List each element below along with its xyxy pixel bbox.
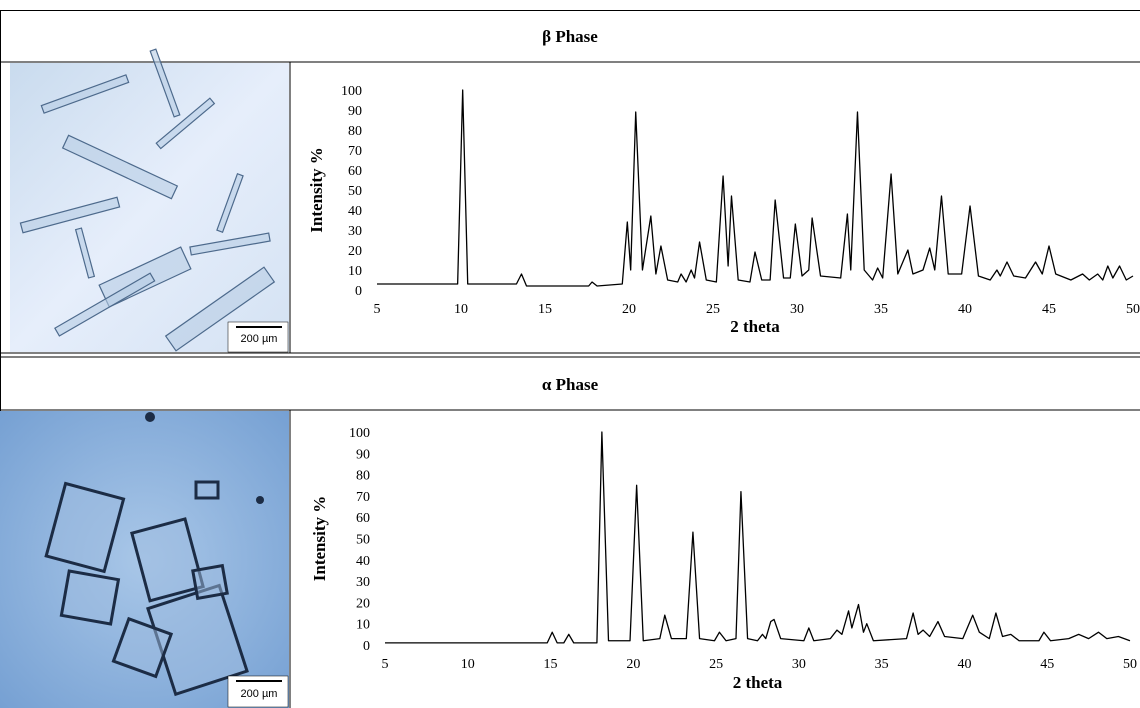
y-tick-label: 30 <box>348 224 362 239</box>
x-tick-label: 15 <box>538 302 552 317</box>
x-tick-label: 45 <box>1042 302 1056 317</box>
y-axis-label: Intensity % <box>307 147 326 232</box>
table-frame <box>0 10 1140 708</box>
y-tick-label: 100 <box>349 426 370 441</box>
xrd-pattern <box>385 431 1131 644</box>
y-tick-label: 40 <box>356 554 370 569</box>
y-tick-label: 20 <box>356 596 370 611</box>
y-tick-label: 80 <box>348 124 362 139</box>
x-axis-label: 2 theta <box>730 317 780 336</box>
beta-micrograph: 200 µm <box>10 48 289 353</box>
alpha-micrograph: 200 µm <box>0 411 289 708</box>
y-tick-label: 0 <box>355 284 362 299</box>
x-tick-label: 10 <box>454 302 468 317</box>
y-tick-label: 30 <box>356 575 370 590</box>
x-tick-label: 45 <box>1040 657 1054 672</box>
x-tick-label: 5 <box>374 302 381 317</box>
x-tick-label: 20 <box>622 302 636 317</box>
x-tick-label: 50 <box>1126 302 1140 317</box>
y-tick-label: 10 <box>356 618 370 633</box>
x-tick-label: 25 <box>709 657 723 672</box>
y-tick-label: 0 <box>363 639 370 654</box>
x-tick-label: 15 <box>544 657 558 672</box>
x-axis-label: 2 theta <box>733 673 783 692</box>
x-tick-label: 35 <box>874 302 888 317</box>
y-tick-label: 60 <box>356 511 370 526</box>
x-tick-label: 5 <box>382 657 389 672</box>
y-tick-label: 40 <box>348 204 362 219</box>
x-tick-label: 10 <box>461 657 475 672</box>
scale-bar-label: 200 µm <box>241 688 278 700</box>
x-tick-label: 30 <box>792 657 806 672</box>
panel-title: β Phase <box>542 27 598 46</box>
y-tick-label: 80 <box>356 469 370 484</box>
y-tick-label: 50 <box>348 184 362 199</box>
x-tick-label: 30 <box>790 302 804 317</box>
y-tick-label: 70 <box>348 144 362 159</box>
x-tick-label: 40 <box>958 302 972 317</box>
panel-title: α Phase <box>542 375 599 394</box>
y-tick-label: 100 <box>341 84 362 99</box>
y-tick-label: 70 <box>356 490 370 505</box>
y-tick-label: 60 <box>348 164 362 179</box>
x-tick-label: 25 <box>706 302 720 317</box>
x-tick-label: 20 <box>626 657 640 672</box>
x-tick-label: 35 <box>875 657 889 672</box>
y-tick-label: 50 <box>356 533 370 548</box>
y-tick-label: 10 <box>348 264 362 279</box>
scale-bar-label: 200 µm <box>241 333 278 345</box>
y-tick-label: 20 <box>348 244 362 259</box>
y-axis-label: Intensity % <box>310 496 329 581</box>
y-tick-label: 90 <box>356 447 370 462</box>
y-tick-label: 90 <box>348 104 362 119</box>
xrd-pattern <box>377 89 1134 287</box>
x-tick-label: 40 <box>957 657 971 672</box>
x-tick-label: 50 <box>1123 657 1137 672</box>
